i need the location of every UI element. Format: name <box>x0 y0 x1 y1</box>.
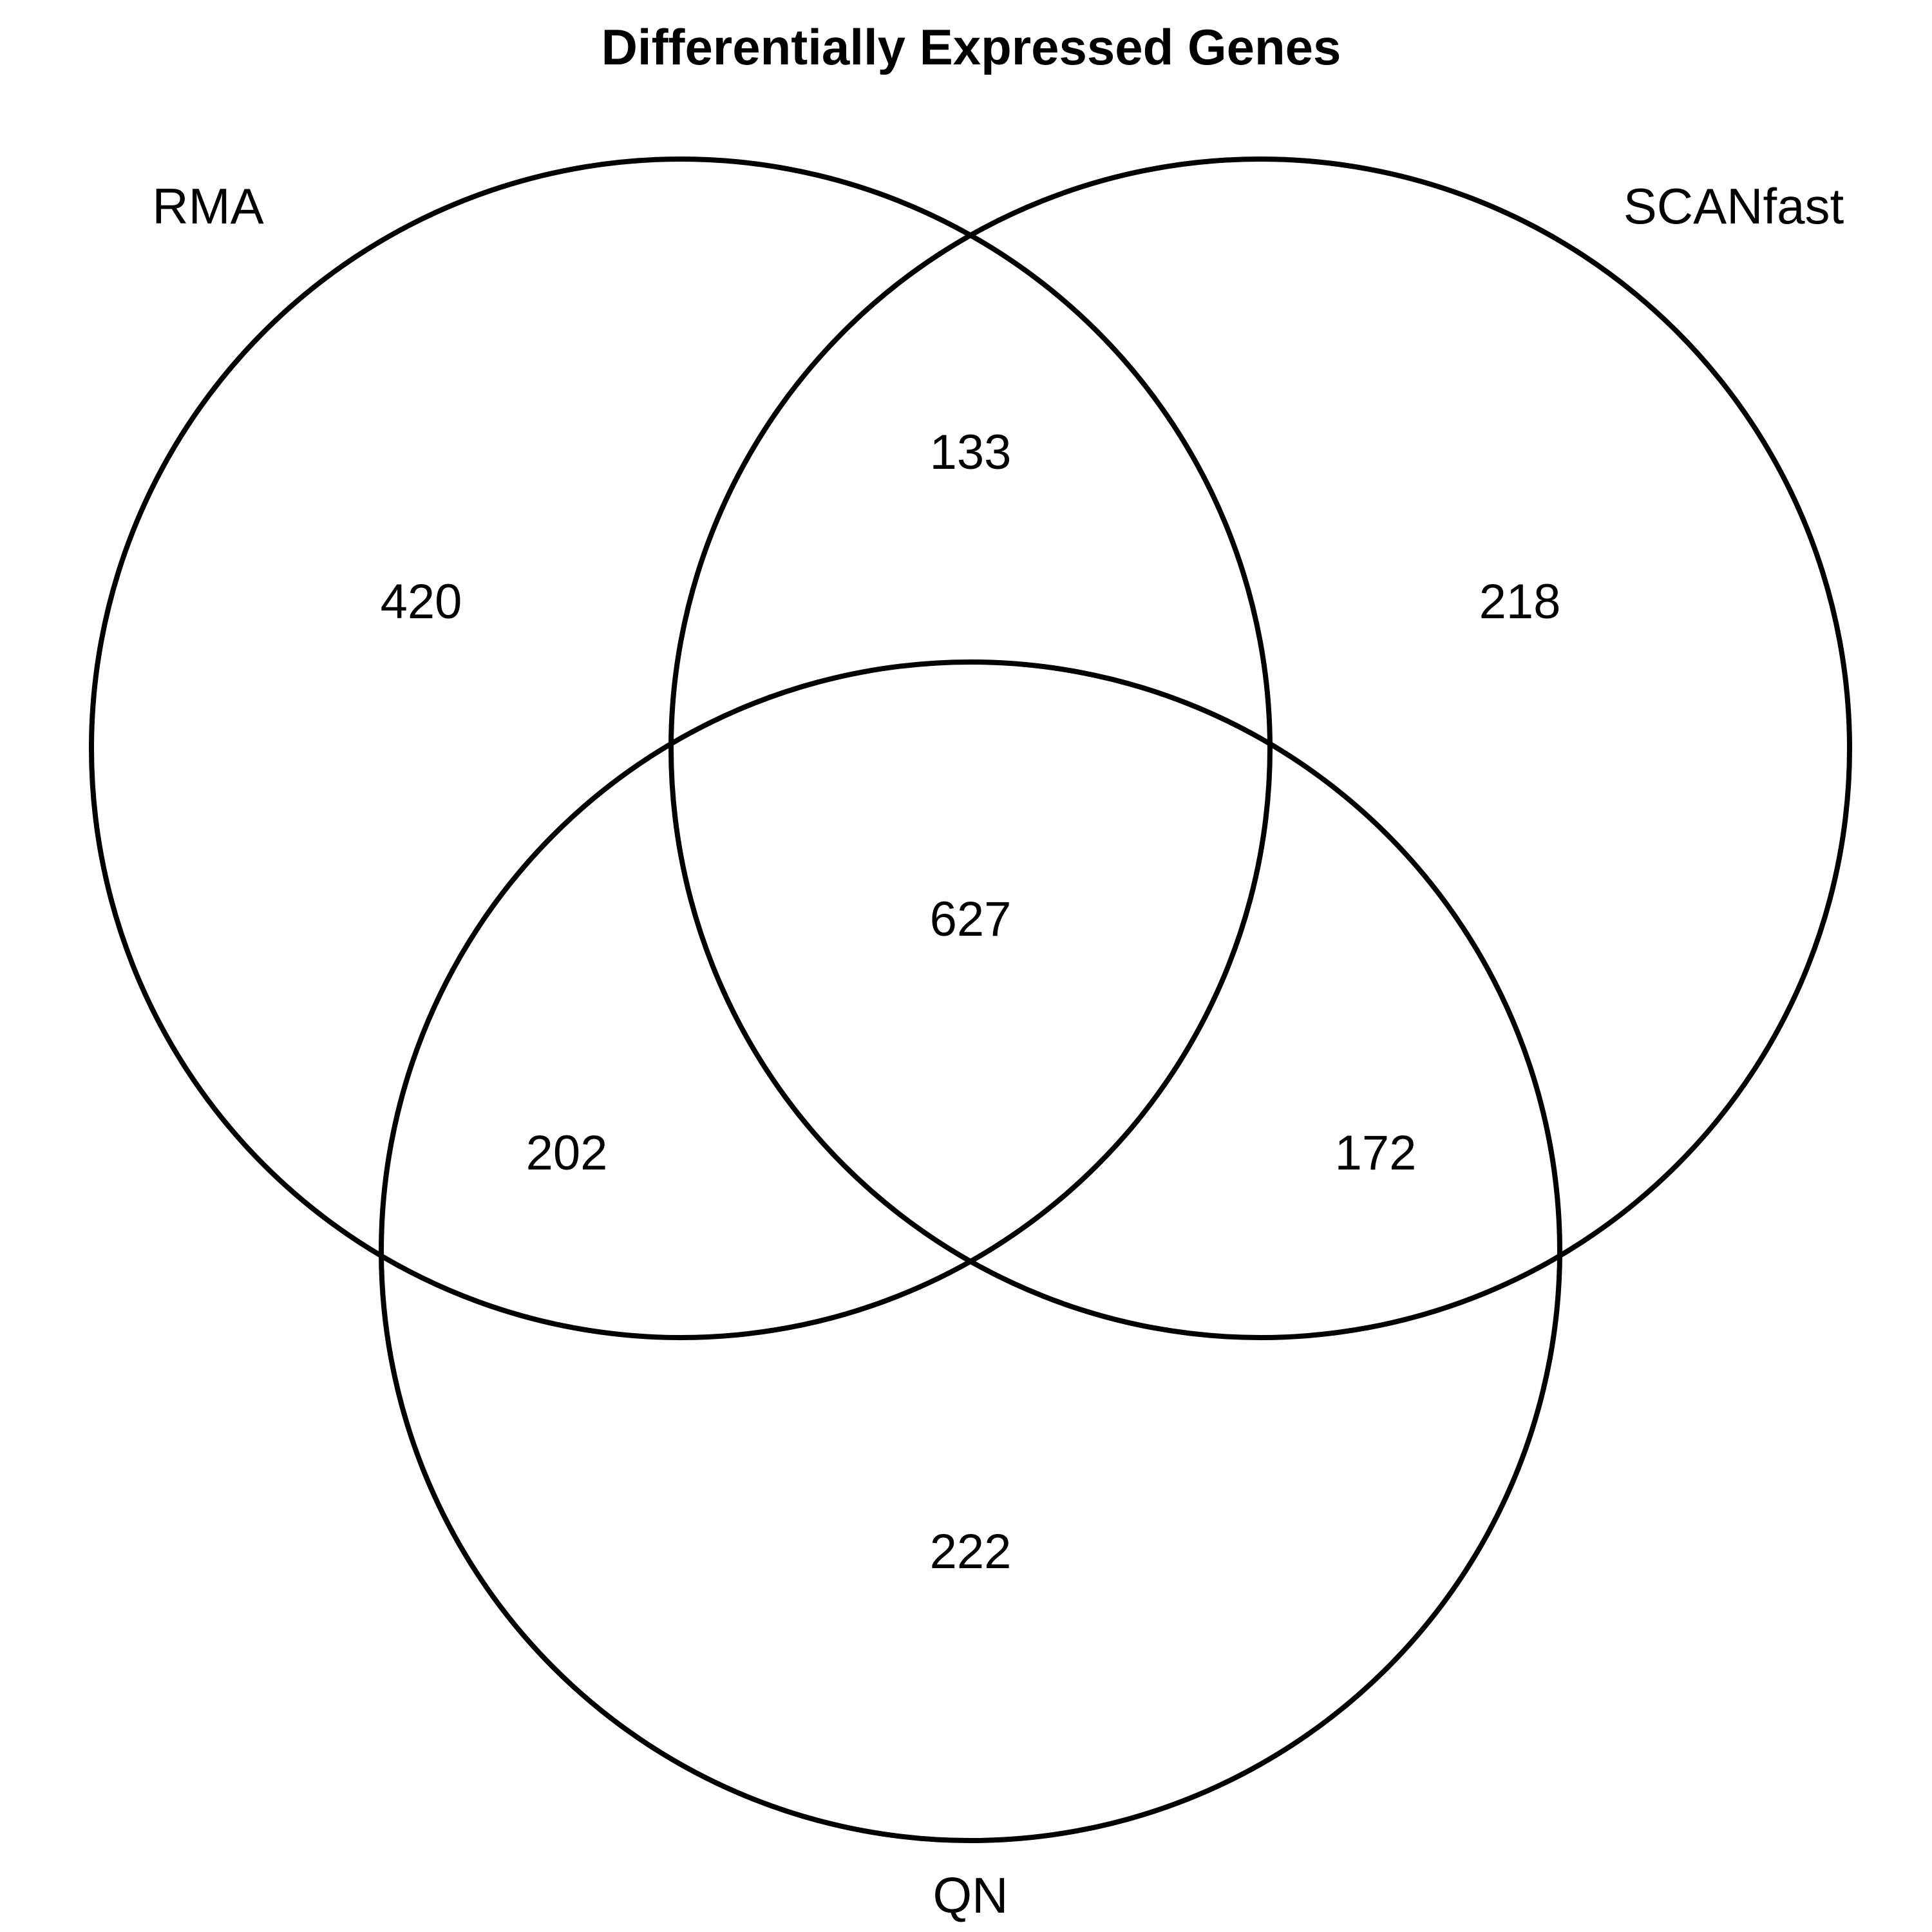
count-scanfast-only: 218 <box>1479 574 1561 629</box>
count-rma-only: 420 <box>381 574 462 629</box>
chart-title: Differentially Expressed Genes <box>601 19 1341 75</box>
count-qn-only: 222 <box>930 1524 1012 1579</box>
set-label-scanfast: SCANfast <box>1624 178 1844 234</box>
count-all-three: 627 <box>930 892 1012 947</box>
qn-circle <box>379 659 1562 1843</box>
count-scanfast-qn: 172 <box>1335 1126 1417 1180</box>
count-rma-qn: 202 <box>526 1126 608 1180</box>
scanfast-circle <box>668 156 1852 1340</box>
count-rma-scanfast: 133 <box>930 425 1012 480</box>
set-label-rma: RMA <box>152 178 263 234</box>
rma-circle <box>89 156 1273 1340</box>
set-label-qn: QN <box>933 1867 1009 1924</box>
